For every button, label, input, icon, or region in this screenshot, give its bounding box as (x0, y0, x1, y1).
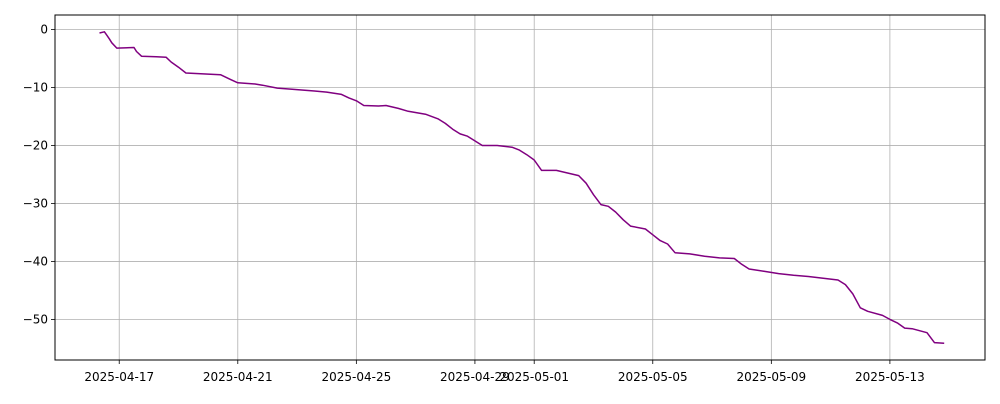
y-tick-label: −10 (23, 80, 48, 94)
x-tick-label: 2025-05-09 (736, 370, 806, 384)
x-tick-label: 2025-04-17 (84, 370, 154, 384)
x-axis: 2025-04-17 2025-04-21 2025-04-25 2025-04-29… (84, 360, 925, 384)
plot-frame (54, 14, 986, 361)
x-tick-label: 2025-04-25 (321, 370, 391, 384)
y-tick-label: −20 (23, 138, 48, 152)
x-tick-label: 2025-05-01 (499, 370, 569, 384)
y-tick-label: −50 (23, 312, 48, 326)
x-tick-label: 2025-04-29 (440, 370, 510, 384)
series-line (99, 31, 945, 344)
series-layer (99, 31, 945, 344)
y-tick-label: 0 (40, 22, 48, 36)
x-tick-label: 2025-05-05 (618, 370, 688, 384)
y-tick-label: −30 (23, 196, 48, 210)
x-tick-label: 2025-04-21 (203, 370, 273, 384)
grid-layer (55, 15, 985, 360)
y-tick-label: −40 (23, 254, 48, 268)
y-axis: 0 −10 −20 −30 −40 −50 (23, 22, 55, 326)
x-tick-label: 2025-05-13 (855, 370, 925, 384)
